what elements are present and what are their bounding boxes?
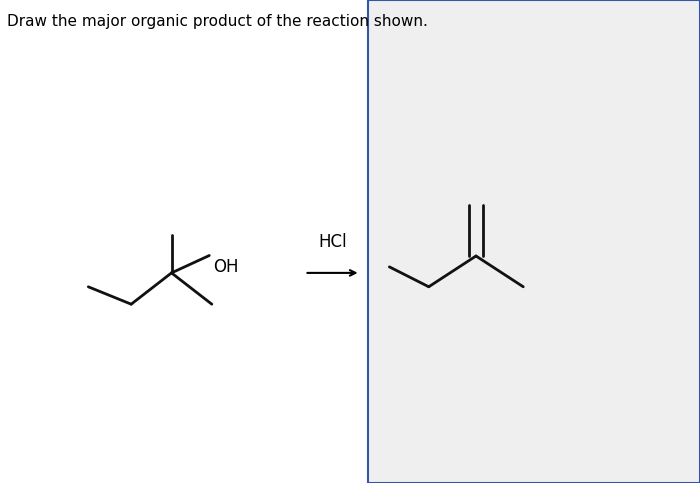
Text: Draw the major organic product of the reaction shown.: Draw the major organic product of the re… [7, 14, 428, 29]
Text: OH: OH [213, 258, 238, 276]
Text: HCl: HCl [318, 232, 346, 251]
FancyBboxPatch shape [368, 0, 700, 483]
